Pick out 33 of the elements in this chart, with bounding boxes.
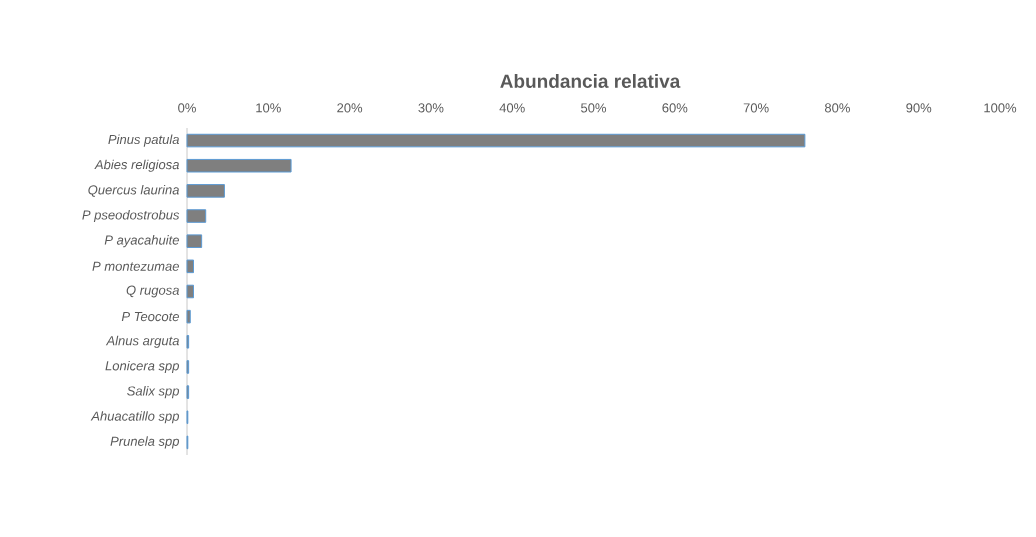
y-tick-label: Q rugosa	[126, 285, 180, 298]
x-tick-label: 10%	[256, 103, 281, 113]
bar	[186, 158, 292, 173]
bar	[186, 133, 806, 148]
x-tick-label: 90%	[906, 103, 932, 113]
bar	[186, 184, 225, 198]
x-tick-label: 100%	[984, 103, 1017, 113]
y-tick-label: Prunela spp	[110, 436, 180, 449]
y-tick-label: Quercus laurina	[88, 184, 180, 197]
y-tick-label: Ahuacatillo spp	[90, 411, 180, 424]
y-tick-label: P montezumae	[92, 261, 179, 271]
x-tick-label: 60%	[662, 103, 688, 113]
bar	[186, 284, 195, 299]
bar	[186, 259, 195, 274]
y-tick-label: Lonicera spp	[105, 360, 180, 374]
bar	[186, 234, 203, 248]
x-tick-label: 20%	[337, 103, 363, 113]
bar	[186, 209, 207, 223]
y-tick-label: Alnus arguta	[105, 335, 180, 348]
x-tick-label: 50%	[581, 103, 607, 113]
x-tick-label: 40%	[499, 103, 525, 113]
bar	[186, 309, 191, 324]
x-tick-label: 30%	[418, 103, 444, 113]
y-tick-label: P ayacahuite	[104, 235, 179, 248]
y-tick-label: Abies religiosa	[94, 159, 179, 172]
x-tick-label: 0%	[178, 103, 196, 113]
x-tick-label: 70%	[743, 103, 769, 113]
x-tick-label: 80%	[824, 103, 850, 113]
chart-title: Abundancia relativa	[500, 74, 681, 88]
y-tick-label: P pseodostrobus	[82, 209, 180, 223]
y-tick-label: P Teocote	[121, 312, 179, 322]
y-tick-label: Pinus patula	[108, 134, 180, 147]
y-tick-label: Salix spp	[127, 386, 180, 399]
